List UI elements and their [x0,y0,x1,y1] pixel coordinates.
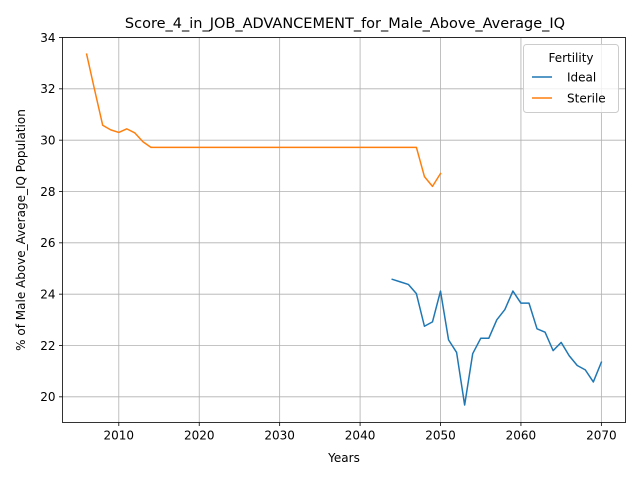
legend-label-sterile: Sterile [567,92,606,106]
series-line-sterile [85,53,442,188]
x-tick-label: 2020 [184,429,215,443]
y-tick-label: 28 [40,185,55,199]
legend: Fertility Ideal Sterile [523,44,619,113]
legend-title: Fertility [548,51,593,65]
x-axis-ticks: 2010 2020 2030 2040 2050 2060 2070 [104,422,617,443]
y-tick-label: 24 [40,287,55,301]
y-tick-label: 20 [40,390,55,404]
series-lines [85,53,603,406]
legend-box [523,44,619,113]
series-line-ideal [391,278,603,406]
chart-title: Score_4_in_JOB_ADVANCEMENT_for_Male_Abov… [125,16,565,32]
y-tick-label: 26 [40,236,55,250]
y-tick-label: 32 [40,82,55,96]
plot-area-frame [62,37,626,423]
x-tick-label: 2070 [586,429,617,443]
x-axis-label: Years [327,451,360,465]
y-axis-label: % of Male Above_Average_IQ Population [14,109,28,351]
y-axis-ticks: 20 22 24 26 28 30 32 34 [40,31,63,404]
x-tick-label: 2050 [425,429,456,443]
x-tick-label: 2010 [104,429,135,443]
y-tick-label: 34 [40,31,55,45]
y-tick-label: 30 [40,133,55,147]
y-tick-label: 22 [40,339,55,353]
x-tick-label: 2030 [264,429,295,443]
x-tick-label: 2040 [345,429,376,443]
legend-label-ideal: Ideal [567,71,596,85]
x-tick-label: 2060 [506,429,537,443]
